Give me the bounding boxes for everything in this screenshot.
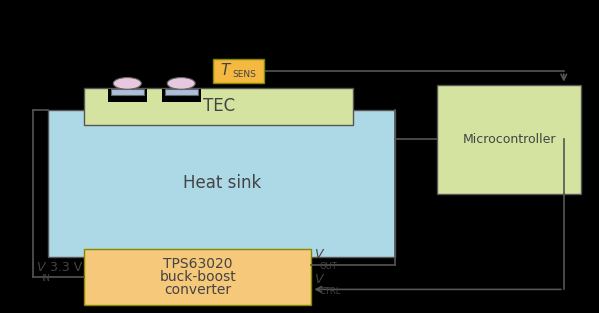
FancyBboxPatch shape (165, 89, 198, 95)
Text: Microcontroller: Microcontroller (462, 133, 556, 146)
Text: Heat sink: Heat sink (183, 174, 261, 192)
Text: converter: converter (164, 283, 231, 297)
FancyBboxPatch shape (111, 89, 144, 95)
FancyBboxPatch shape (84, 88, 353, 125)
Text: TPS63020: TPS63020 (163, 257, 232, 271)
FancyBboxPatch shape (437, 85, 581, 194)
Text: buck-boost: buck-boost (159, 270, 236, 284)
FancyBboxPatch shape (162, 89, 201, 102)
Ellipse shape (113, 78, 141, 89)
Text: V: V (36, 261, 44, 274)
Text: T: T (220, 63, 230, 78)
Text: 3.3 V: 3.3 V (46, 261, 83, 274)
Text: V: V (314, 249, 323, 261)
FancyBboxPatch shape (84, 249, 311, 305)
FancyBboxPatch shape (48, 110, 395, 257)
Text: CTRL: CTRL (319, 287, 341, 296)
Text: V: V (314, 273, 323, 286)
Text: OUT: OUT (319, 262, 337, 271)
Ellipse shape (167, 78, 195, 89)
Text: SENS: SENS (232, 70, 256, 79)
Text: IN: IN (41, 274, 50, 283)
FancyBboxPatch shape (108, 89, 147, 102)
FancyBboxPatch shape (213, 59, 264, 83)
Text: TEC: TEC (202, 97, 235, 115)
